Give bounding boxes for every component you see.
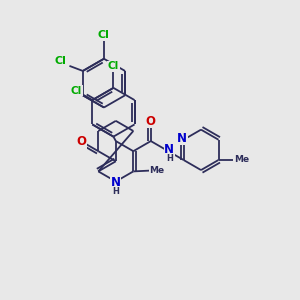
Text: Me: Me bbox=[149, 166, 165, 175]
Text: N: N bbox=[111, 176, 121, 190]
Text: O: O bbox=[76, 135, 86, 148]
Text: Cl: Cl bbox=[71, 86, 82, 96]
Text: N: N bbox=[164, 143, 174, 156]
Text: Cl: Cl bbox=[55, 56, 67, 65]
Text: O: O bbox=[146, 115, 156, 128]
Text: Cl: Cl bbox=[98, 30, 110, 40]
Text: H: H bbox=[166, 154, 173, 163]
Text: N: N bbox=[177, 132, 187, 145]
Text: Me: Me bbox=[234, 155, 249, 164]
Text: H: H bbox=[112, 187, 119, 196]
Text: Cl: Cl bbox=[108, 61, 119, 71]
